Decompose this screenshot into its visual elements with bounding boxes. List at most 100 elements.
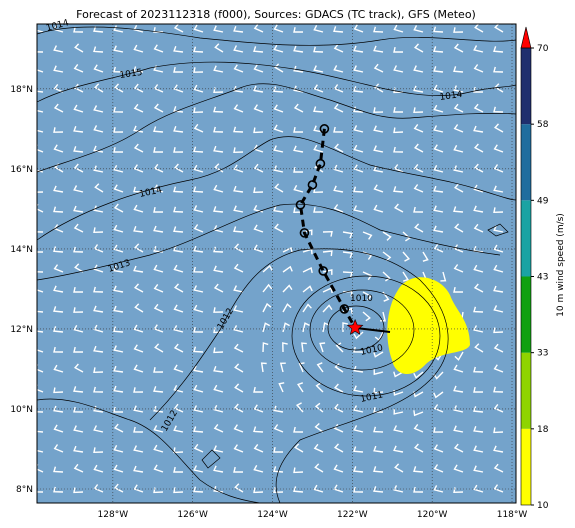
wind-barb [393, 425, 404, 433]
wind-barb [262, 283, 273, 293]
wind-barb [293, 426, 304, 433]
wind-barb [253, 46, 264, 53]
wind-barb [37, 165, 44, 173]
wind-barb [193, 285, 204, 293]
contour-label: 1010 [350, 294, 373, 304]
y-tick-label: 14°N [10, 245, 33, 255]
wind-barb [373, 445, 384, 453]
wind-barb [153, 386, 164, 393]
wind-barb [313, 46, 324, 53]
wind-barb [353, 466, 364, 473]
wind-barb [453, 85, 464, 93]
wind-barb [282, 265, 293, 273]
wind-barb [73, 246, 84, 253]
wind-barb [94, 83, 104, 93]
wind-barb [453, 364, 464, 373]
wind-barb [73, 185, 84, 193]
wind-barb [153, 367, 164, 373]
wind-barb [433, 66, 444, 73]
wind-barb [213, 445, 224, 453]
wind-barb [133, 387, 144, 393]
wind-barb [73, 324, 84, 333]
wind-barb [233, 147, 244, 154]
wind-barb [37, 51, 44, 53]
wind-barb [213, 206, 224, 213]
wind-barb [282, 342, 288, 353]
wind-barb [193, 266, 204, 273]
wind-barb [53, 103, 64, 113]
colorbar-extend [520, 26, 532, 49]
wind-barb [393, 408, 404, 415]
wind-barb [113, 385, 124, 393]
wind-barb [313, 65, 324, 73]
wind-barb [234, 383, 244, 393]
wind-barb [154, 343, 164, 353]
wind-barb [213, 106, 224, 113]
wind-barb [93, 386, 104, 393]
wind-barb [37, 125, 44, 133]
wind-barb [37, 231, 44, 233]
wind-barb [273, 104, 284, 113]
wind-barb [473, 325, 484, 333]
contour-label: 1014 [139, 185, 164, 200]
wind-barb [113, 244, 124, 253]
tc-track [295, 124, 364, 335]
wind-barb [440, 271, 447, 282]
wind-barb [53, 364, 64, 373]
wind-barb [293, 45, 304, 53]
wind-barb [53, 285, 64, 293]
wind-speed-area [387, 277, 470, 375]
x-tick-label: 120°W [417, 510, 448, 520]
wind-barb [37, 271, 44, 273]
wind-barb [393, 371, 404, 378]
wind-barb [262, 302, 272, 313]
wind-barb [153, 464, 164, 473]
track-point [315, 158, 326, 169]
wind-barb [493, 123, 504, 133]
wind-barb [37, 284, 44, 293]
wind-barb [73, 286, 83, 293]
wind-barb [153, 264, 164, 273]
wind-barb [353, 405, 364, 413]
wind-barb [37, 344, 44, 353]
wind-barb [153, 44, 164, 53]
wind-barb [233, 85, 244, 93]
wind-barb [382, 291, 390, 302]
wind-barb [453, 124, 464, 133]
wind-barb [413, 65, 424, 73]
wind-barb [293, 467, 304, 474]
y-tick-label: 10°N [10, 405, 33, 415]
wind-barb [473, 163, 484, 173]
colorbar-tick-label: 18 [537, 425, 549, 435]
wind-barb [279, 362, 286, 373]
colorbar-segment [521, 352, 531, 429]
wind-barb [493, 185, 504, 193]
wind-barb [333, 143, 344, 153]
y-tick-label: 8°N [16, 485, 33, 495]
wind-barb [133, 83, 144, 93]
wind-barb [260, 362, 267, 373]
wind-barb [373, 466, 384, 473]
wind-barb [494, 83, 504, 93]
wind-barb [113, 224, 124, 233]
wind-barb [253, 104, 264, 113]
wind-barb [273, 86, 284, 93]
wind-barb [53, 405, 64, 413]
wind-barb [413, 25, 424, 33]
wind-barb [362, 311, 371, 322]
wind-barb [302, 266, 313, 274]
wind-barb [433, 164, 444, 173]
wind-barb [53, 444, 64, 453]
wind-barb [453, 66, 464, 73]
wind-barb [193, 443, 204, 453]
wind-barb [173, 403, 184, 413]
wind-barb [73, 146, 84, 153]
wind-barb [213, 307, 224, 313]
wind-barb [37, 491, 44, 493]
wind-barb [473, 406, 484, 413]
wind-barb [113, 164, 124, 173]
colorbar-segment [521, 124, 531, 201]
wind-barb [453, 425, 464, 433]
wind-barb [353, 346, 364, 353]
wind-barb [433, 84, 444, 93]
